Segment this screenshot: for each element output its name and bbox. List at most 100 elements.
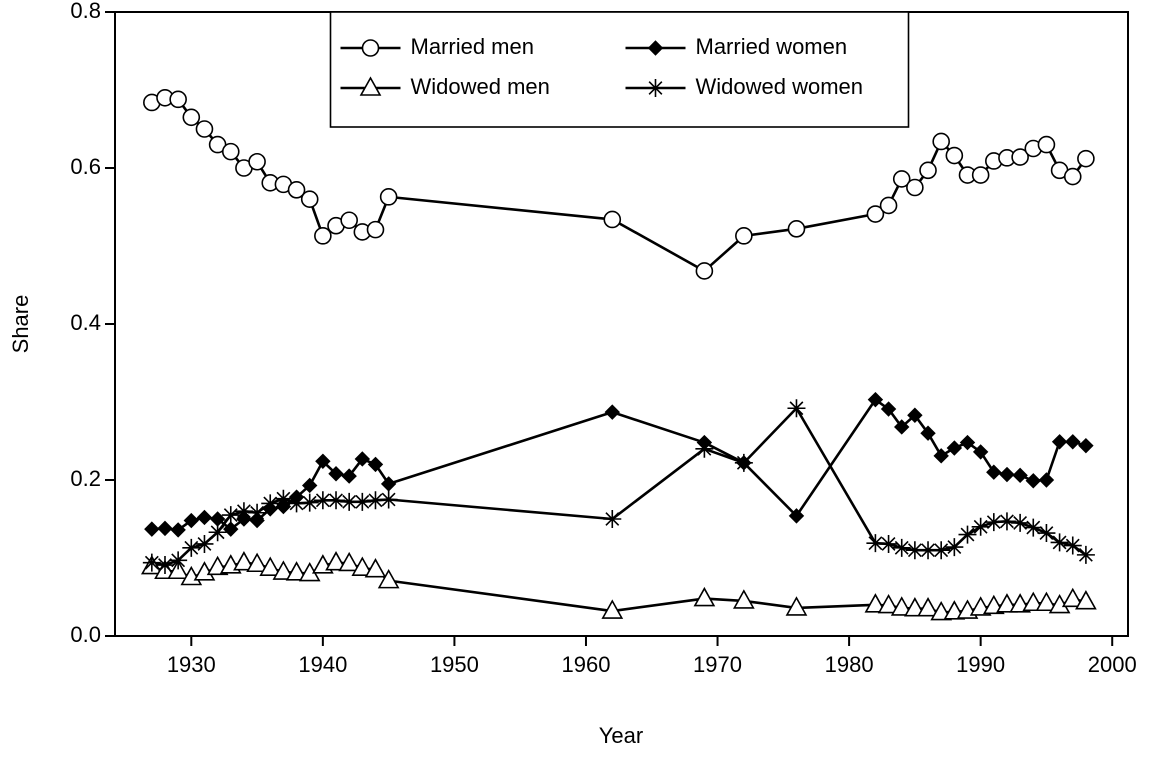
marker (866, 205, 885, 223)
y-tick-label: 0.0 (70, 622, 101, 647)
marker (732, 589, 755, 609)
marker (157, 520, 173, 537)
y-tick-label: 0.2 (70, 466, 101, 491)
marker (933, 448, 949, 464)
marker (361, 39, 380, 57)
marker (142, 553, 161, 572)
marker (325, 551, 347, 571)
marker (351, 556, 374, 576)
marker (353, 492, 372, 511)
marker (367, 456, 384, 473)
legend-label: Married women (696, 34, 848, 59)
marker (997, 512, 1016, 531)
marker (959, 434, 976, 451)
marker (287, 494, 306, 513)
marker (999, 466, 1015, 483)
x-tick-label: 1950 (430, 652, 479, 677)
marker (195, 120, 214, 138)
marker (907, 407, 923, 423)
marker (223, 521, 239, 537)
marker (301, 477, 318, 494)
x-tick-label: 2000 (1088, 652, 1137, 677)
marker (1011, 513, 1030, 532)
marker (1063, 167, 1082, 186)
marker (340, 492, 359, 511)
marker (919, 541, 938, 560)
marker (341, 468, 357, 484)
marker (601, 599, 624, 619)
marker (945, 146, 964, 165)
marker (169, 551, 188, 570)
marker (155, 556, 174, 575)
marker (285, 561, 308, 581)
marker (366, 220, 385, 239)
marker (603, 510, 622, 528)
marker (221, 142, 240, 161)
marker (300, 493, 319, 512)
marker (986, 464, 1002, 480)
marker (272, 560, 295, 580)
marker (327, 491, 346, 510)
marker (866, 534, 885, 553)
series-line (151, 398, 1087, 532)
x-tick-label: 1980 (825, 652, 874, 677)
marker (314, 227, 332, 245)
marker (315, 453, 331, 469)
marker (646, 79, 665, 97)
marker (905, 541, 924, 560)
marker (1065, 434, 1081, 450)
marker (894, 419, 910, 435)
marker (1051, 434, 1068, 450)
marker (1037, 135, 1056, 154)
y-axis-label: Share (8, 295, 33, 354)
marker (300, 190, 319, 208)
marker (1076, 545, 1095, 564)
marker (880, 401, 897, 417)
marker (169, 90, 187, 109)
marker (945, 538, 964, 557)
marker (647, 40, 664, 56)
marker (1050, 533, 1069, 552)
marker (366, 491, 385, 510)
marker (233, 551, 255, 571)
legend-label: Widowed women (696, 74, 864, 99)
marker (917, 597, 939, 617)
series-line (151, 406, 1087, 567)
marker (996, 593, 1018, 613)
marker (604, 404, 620, 420)
marker (972, 444, 989, 460)
marker (734, 453, 753, 472)
marker (1075, 590, 1097, 610)
marker (920, 425, 936, 441)
legend-label: Widowed men (411, 74, 550, 99)
marker (695, 262, 714, 280)
marker (248, 503, 267, 522)
marker (359, 76, 382, 96)
marker (1077, 149, 1095, 168)
marker (196, 509, 213, 526)
marker (234, 502, 253, 521)
marker (892, 538, 911, 557)
marker (892, 170, 911, 188)
marker (984, 513, 1003, 532)
marker (380, 476, 397, 492)
marker (785, 596, 808, 616)
marker (879, 534, 898, 553)
marker (248, 152, 266, 171)
marker (787, 399, 806, 418)
marker (379, 188, 398, 206)
marker (946, 440, 963, 456)
marker (971, 517, 990, 536)
marker (287, 181, 306, 199)
marker (183, 512, 200, 529)
marker (313, 491, 332, 510)
x-tick-label: 1970 (693, 652, 742, 677)
marker (906, 178, 924, 197)
marker (603, 210, 622, 229)
marker (379, 490, 398, 509)
marker (919, 161, 937, 180)
marker (788, 508, 805, 524)
marker (167, 559, 190, 580)
marker (879, 196, 898, 215)
marker (221, 506, 240, 525)
